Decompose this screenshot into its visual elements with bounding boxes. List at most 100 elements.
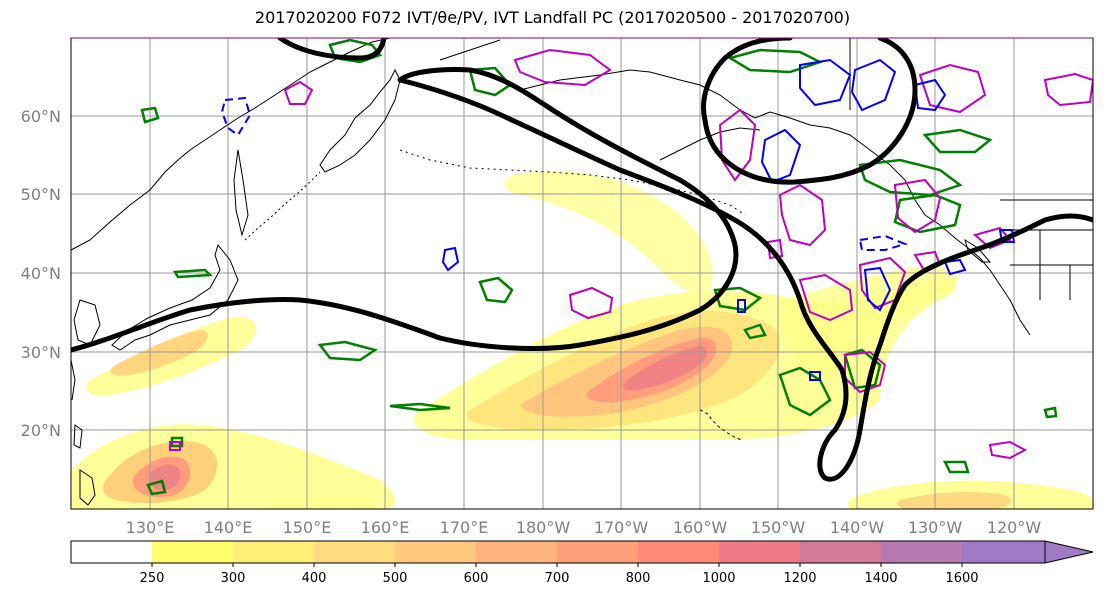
asia-coast — [71, 38, 391, 251]
colorbar-segment — [719, 541, 800, 563]
colorbar: 250 300 400 500 600 700 800 1000 1200 14… — [70, 540, 1094, 586]
colorbar-segment — [152, 541, 233, 563]
ivt-plume-level-5 — [623, 346, 708, 391]
ivt-shading — [72, 171, 1093, 509]
theta-e-contour — [389, 402, 451, 412]
pv-contour — [893, 178, 942, 234]
lat-label: 40°N — [21, 264, 61, 283]
lon-label: 150°E — [283, 518, 332, 537]
theta-e-contour — [942, 460, 970, 474]
taiwan — [73, 424, 83, 449]
pv-contour — [760, 128, 802, 184]
lon-label: 180°W — [516, 518, 571, 537]
theta-e-contour — [743, 323, 767, 340]
colorbar-segment — [638, 541, 719, 563]
colorbar-tick-label: 500 — [383, 571, 408, 586]
theta-e-contour — [858, 158, 963, 197]
theta-e-contour — [172, 268, 213, 279]
hawaii — [699, 409, 743, 441]
philippines — [79, 469, 96, 506]
colorbar-segment — [962, 541, 1045, 563]
colorbar-segment — [71, 541, 152, 563]
colorbar-segment — [314, 541, 395, 563]
lon-label: 150°W — [751, 518, 806, 537]
colorbar-extend-arrow — [1044, 540, 1094, 564]
lat-labels: 20°N 30°N 40°N 50°N 60°N — [21, 107, 61, 440]
theta-e-contour — [843, 348, 882, 390]
lon-label: 130°W — [908, 518, 963, 537]
pv-contour — [798, 273, 854, 322]
pv-contour — [913, 78, 947, 112]
colorbar-segment — [233, 541, 314, 563]
pv-contour — [799, 58, 852, 107]
pv-contour — [737, 299, 746, 313]
gridlines — [71, 38, 1093, 509]
colorbar-tick-label: 300 — [221, 571, 246, 586]
lon-labels: 130°E 140°E 150°E 160°E 170°E 180°W 170°… — [126, 518, 1042, 537]
pv-contour — [568, 286, 614, 320]
ivt-north-arm — [504, 171, 713, 293]
pv-contour — [943, 258, 967, 276]
theta-e-contour — [478, 276, 514, 304]
lon-label: 130°E — [126, 518, 175, 537]
ivt-south-mid — [260, 496, 380, 509]
colorbar-segment — [395, 541, 476, 563]
pv-contour — [972, 226, 1012, 250]
pv-contour — [441, 246, 460, 272]
pv-contour — [283, 80, 314, 105]
sakhalin — [233, 149, 249, 237]
theta-e-contour — [713, 286, 763, 312]
theta-e-contour — [778, 366, 832, 417]
kamchatka — [319, 68, 401, 173]
colorbar-tick-label: 700 — [545, 571, 570, 586]
pv-contour — [850, 58, 897, 112]
ivt-west-jet-core — [110, 330, 208, 376]
colorbar-tick-label: 400 — [302, 571, 327, 586]
lon-label: 160°E — [361, 518, 410, 537]
colorbar-tick-label: 1200 — [783, 571, 816, 586]
theta-e-contour — [146, 479, 167, 496]
china-coast — [71, 359, 76, 401]
lat-label: 50°N — [21, 185, 61, 204]
ivt-se-strip-core — [896, 492, 1011, 509]
pv-contour — [220, 96, 252, 137]
lon-label: 170°E — [440, 518, 489, 537]
theta-e-contour — [170, 436, 184, 448]
theta-e-contour — [922, 128, 993, 154]
theta-e-contour — [1043, 406, 1058, 419]
pv-contour — [1043, 72, 1093, 107]
theta-e-contour — [468, 66, 512, 97]
lat-label: 60°N — [21, 107, 61, 126]
pv-contour — [988, 440, 1028, 460]
colorbar-segment — [476, 541, 557, 563]
us-states — [1010, 229, 1093, 300]
colorbar-tick-label: 800 — [626, 571, 651, 586]
pv-contour — [766, 238, 784, 260]
lon-label: 160°W — [673, 518, 728, 537]
lat-label: 20°N — [21, 421, 61, 440]
lon-label: 120°W — [987, 518, 1042, 537]
lon-label: 170°W — [594, 518, 649, 537]
colorbar-tick-label: 1600 — [945, 571, 978, 586]
pv-contour — [863, 266, 892, 312]
ivt-contour-top — [277, 38, 387, 61]
japan — [111, 243, 239, 351]
colorbar-tick-label: 1400 — [864, 571, 897, 586]
coastlines — [71, 38, 1093, 506]
theta-e-contours — [140, 38, 1058, 496]
theta-e-contour — [140, 106, 160, 124]
pv-contour — [169, 441, 181, 451]
colorbar-segment — [800, 541, 881, 563]
pv-contour — [918, 63, 987, 114]
lon-label: 140°E — [204, 518, 253, 537]
vancouver-island — [964, 238, 992, 263]
colorbar-tick-label: 1000 — [702, 571, 735, 586]
colorbar-segment — [557, 541, 638, 563]
pv-contour — [858, 234, 909, 251]
colorbar-tick-marks — [151, 563, 963, 567]
pv-contour — [809, 371, 821, 381]
colorbar-tick-label: 600 — [464, 571, 489, 586]
ivt-contour-west — [71, 67, 1093, 482]
colorbar-segment — [881, 541, 962, 563]
